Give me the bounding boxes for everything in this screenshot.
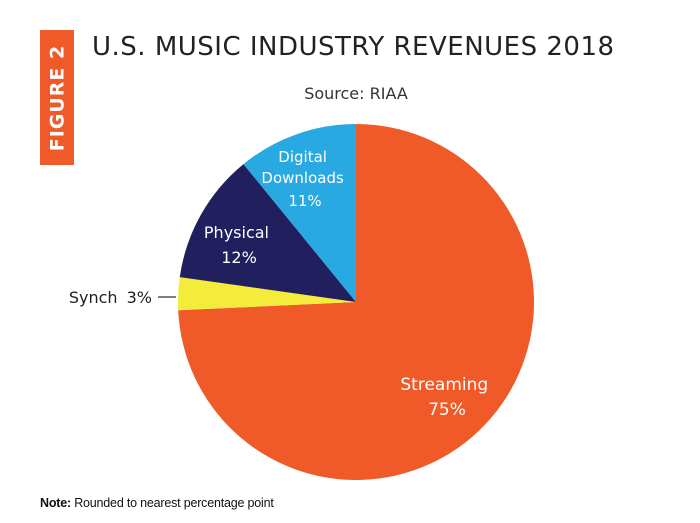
chart-title: U.S. MUSIC INDUSTRY REVENUES 2018 [92, 32, 615, 62]
pie-slice-streaming [178, 124, 534, 480]
slice-label-digital: Digital Downloads 11% [261, 148, 348, 210]
note-text: Rounded to nearest percentage point [70, 496, 274, 510]
pie-slice-synch [177, 277, 356, 311]
pie-slice-digital-downloads [243, 124, 356, 302]
chart-subtitle: Source: RIAA [304, 84, 408, 103]
slice-percent-digital: 11% [288, 192, 321, 210]
slice-label-streaming: Streaming 75% [400, 375, 493, 420]
slice-name-streaming: Streaming [400, 375, 488, 395]
slice-percent-synch: 3% [127, 288, 152, 307]
pie-slice-physical [179, 164, 356, 302]
pie-labels: Streaming 75% Physical 12% Digital Downl… [69, 148, 493, 420]
slice-percent-physical: 12% [221, 248, 257, 267]
slice-label-synch: Synch 3% [69, 288, 152, 307]
slice-name-synch: Synch [69, 288, 118, 307]
slice-label-physical: Physical 12% [204, 223, 274, 267]
note-prefix: Note: [40, 496, 71, 510]
slice-percent-streaming: 75% [428, 400, 466, 420]
slice-name-digital-line2: Downloads [261, 169, 344, 187]
figure-tab: FIGURE 2 [40, 30, 74, 165]
pie-slices [177, 124, 534, 480]
chart-note: Note: Rounded to nearest percentage poin… [40, 496, 274, 510]
slice-name-digital-line1: Digital [278, 148, 327, 166]
slice-name-physical: Physical [204, 223, 269, 242]
